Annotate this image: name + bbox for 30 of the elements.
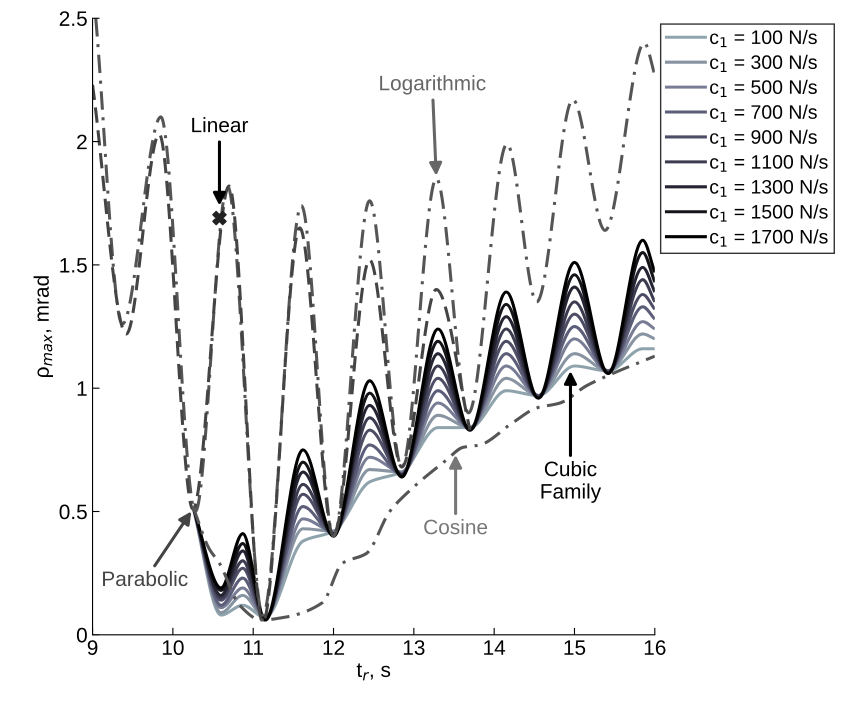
annotation: Cosine bbox=[424, 519, 488, 534]
x-tick-label: 15 bbox=[564, 640, 586, 655]
y-tick-label: 2.5 bbox=[60, 11, 87, 26]
x-axis-title: t$_{r}$, s bbox=[356, 663, 390, 680]
y-tick-label: 1.5 bbox=[60, 258, 87, 273]
legend-label: c$_{1}$ = 1700 N/s bbox=[710, 229, 828, 247]
x-tick-label: 9 bbox=[88, 640, 98, 655]
y-axis-title: ρ$_{max}$, mrad bbox=[34, 276, 54, 377]
legend-label: c$_{1}$ = 100 N/s bbox=[710, 30, 817, 48]
legend-label: c$_{1}$ = 700 N/s bbox=[710, 104, 817, 122]
legend-label: c$_{1}$ = 1500 N/s bbox=[710, 204, 828, 222]
x-tick-label: 14 bbox=[484, 640, 506, 655]
legend-label: c$_{1}$ = 900 N/s bbox=[710, 130, 817, 147]
y-tick-label: 2 bbox=[77, 134, 87, 150]
annotation: Logarithmic bbox=[380, 75, 486, 95]
legend-label: c$_{1}$ = 500 N/s bbox=[710, 80, 817, 97]
annotation: Linear bbox=[192, 117, 248, 132]
x-tick-label: 16 bbox=[644, 640, 666, 655]
legend-label: c$_{1}$ = 1300 N/s bbox=[710, 179, 828, 197]
annotation: Parabolic bbox=[103, 570, 188, 586]
x-tick-label: 12 bbox=[324, 640, 344, 655]
x-tick-label: 13 bbox=[404, 640, 425, 655]
y-tick-label: 0 bbox=[76, 628, 87, 643]
x-tick-label: 10 bbox=[162, 640, 184, 655]
y-tick-label: 1 bbox=[78, 381, 87, 396]
annotation: Cubic Family bbox=[542, 460, 602, 503]
legend-label: c$_{1}$ = 1100 N/s bbox=[710, 154, 828, 172]
y-tick-label: 0.5 bbox=[60, 504, 87, 520]
x-tick-label: 11 bbox=[244, 640, 263, 655]
legend-label: c$_{1}$ = 300 N/s bbox=[710, 54, 817, 72]
